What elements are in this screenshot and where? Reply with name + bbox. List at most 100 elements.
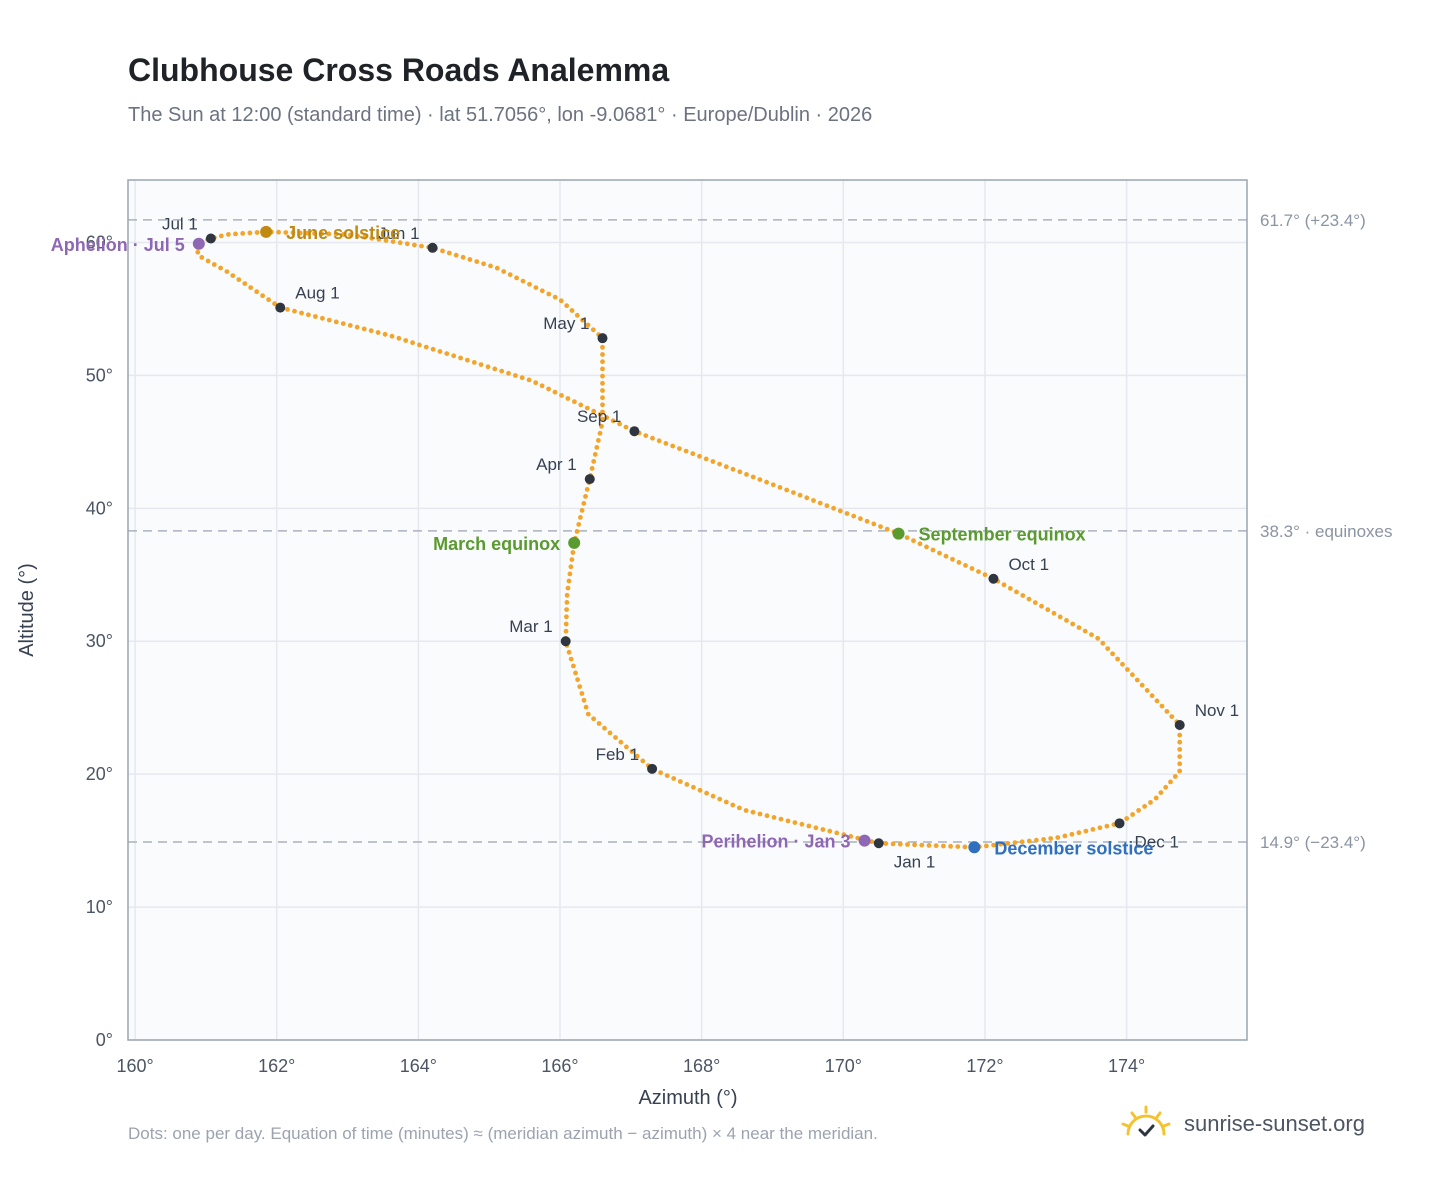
daily-dot [723,464,729,470]
daily-dot [1177,754,1183,759]
x-axis-label: Azimuth (°) [638,1087,737,1109]
daily-dot [811,498,816,503]
daily-dot [569,308,575,313]
daily-dot [799,821,805,827]
daily-dot [580,317,585,323]
daily-dot [1144,688,1150,693]
daily-dot [610,418,616,424]
daily-dot [1095,635,1101,641]
daily-dot [573,670,578,676]
event-marker [968,841,981,854]
daily-dot [297,230,303,236]
reference-line-label: 38.3° · equinoxes [1260,522,1393,541]
daily-dot [499,368,505,374]
y-tick-label: 0° [96,1030,113,1050]
y-tick-label: 20° [86,764,113,784]
daily-dot [564,607,569,612]
daily-dot [389,333,395,339]
daily-dot [597,412,603,417]
daily-dot [1069,831,1075,837]
daily-dot [485,364,491,370]
daily-dot [494,265,500,271]
daily-dot [643,433,649,438]
y-tick-label: 10° [86,897,113,917]
daily-dot [240,231,246,236]
daily-dot [591,408,597,414]
daily-dot [600,402,605,408]
daily-dot [507,272,513,278]
daily-dot [600,380,605,386]
daily-dot [226,232,231,237]
daily-dot [558,298,564,304]
daily-dot [571,663,576,669]
daily-dot [460,254,466,260]
daily-dot [290,230,296,236]
daily-dot [797,492,803,498]
brand[interactable]: sunrise-sunset.org [1118,1102,1365,1146]
month-marker [427,242,438,253]
daily-dot [382,331,388,337]
daily-dot [437,349,443,354]
daily-dot [526,377,532,383]
daily-dot [1062,833,1068,839]
reference-line-label: 14.9° (−23.4°) [1260,833,1366,852]
daily-dot [658,770,663,776]
daily-dot [1149,693,1155,699]
daily-dot [1163,784,1169,790]
axis-ticks: 160° 162° 164° 166° 168° 170° 172° 174° 0° 10° 20°… [86,232,1145,1076]
daily-dot [704,790,709,796]
daily-dot [1136,808,1141,813]
reference-lines: 61.7° (+23.4°) 38.3° · equinoxes 14.9° (−2… [128,211,1393,852]
daily-dot [777,485,783,490]
daily-dot [1168,779,1173,785]
footnote: Dots: one per day. Equation of time (min… [128,1124,878,1143]
daily-dot [306,312,311,318]
daily-dot [883,841,889,846]
daily-dot [572,399,577,405]
daily-dot [600,366,605,372]
daily-dot [723,799,729,805]
daily-dot [362,234,368,240]
daily-dot [602,725,607,731]
reference-line-label: 61.7° (+23.4°) [1260,211,1366,230]
daily-dot [683,448,689,454]
daily-dot [1026,596,1032,602]
daily-dot [1041,837,1046,842]
month-marker-label: Dec 1 [1135,832,1179,851]
daily-dot [567,571,573,577]
daily-dot [583,704,589,710]
daily-dot [717,461,722,467]
daily-dot [292,308,297,314]
daily-dot [1153,795,1159,801]
daily-dot [956,560,962,565]
event-label: September equinox [919,525,1086,545]
daily-dot [919,842,925,848]
daily-dot [1005,841,1011,846]
daily-dot [1076,625,1082,630]
daily-dot [340,321,346,326]
daily-dot [266,297,271,303]
daily-dot [596,721,602,726]
daily-dot [1090,827,1096,832]
daily-dot [1104,823,1110,829]
daily-dot [527,281,532,287]
daily-dot [1158,790,1164,795]
daily-dot [998,841,1004,847]
daily-dot [559,393,564,398]
daily-dot [224,269,230,274]
daily-dot [319,231,325,237]
daily-dot [1169,714,1175,719]
daily-dot [730,802,736,808]
daily-dot [963,563,968,568]
month-marker-label: Feb 1 [596,745,639,764]
daily-dot [584,487,590,492]
y-tick-label: 60° [86,232,113,252]
daily-dot [585,711,591,717]
daily-dot [831,505,836,511]
daily-dot [474,259,480,264]
daily-dot [1051,610,1057,616]
event-marker [858,834,871,847]
month-marker-label: Jun 1 [378,224,420,243]
daily-dot [347,323,353,328]
daily-dot [1045,607,1051,613]
